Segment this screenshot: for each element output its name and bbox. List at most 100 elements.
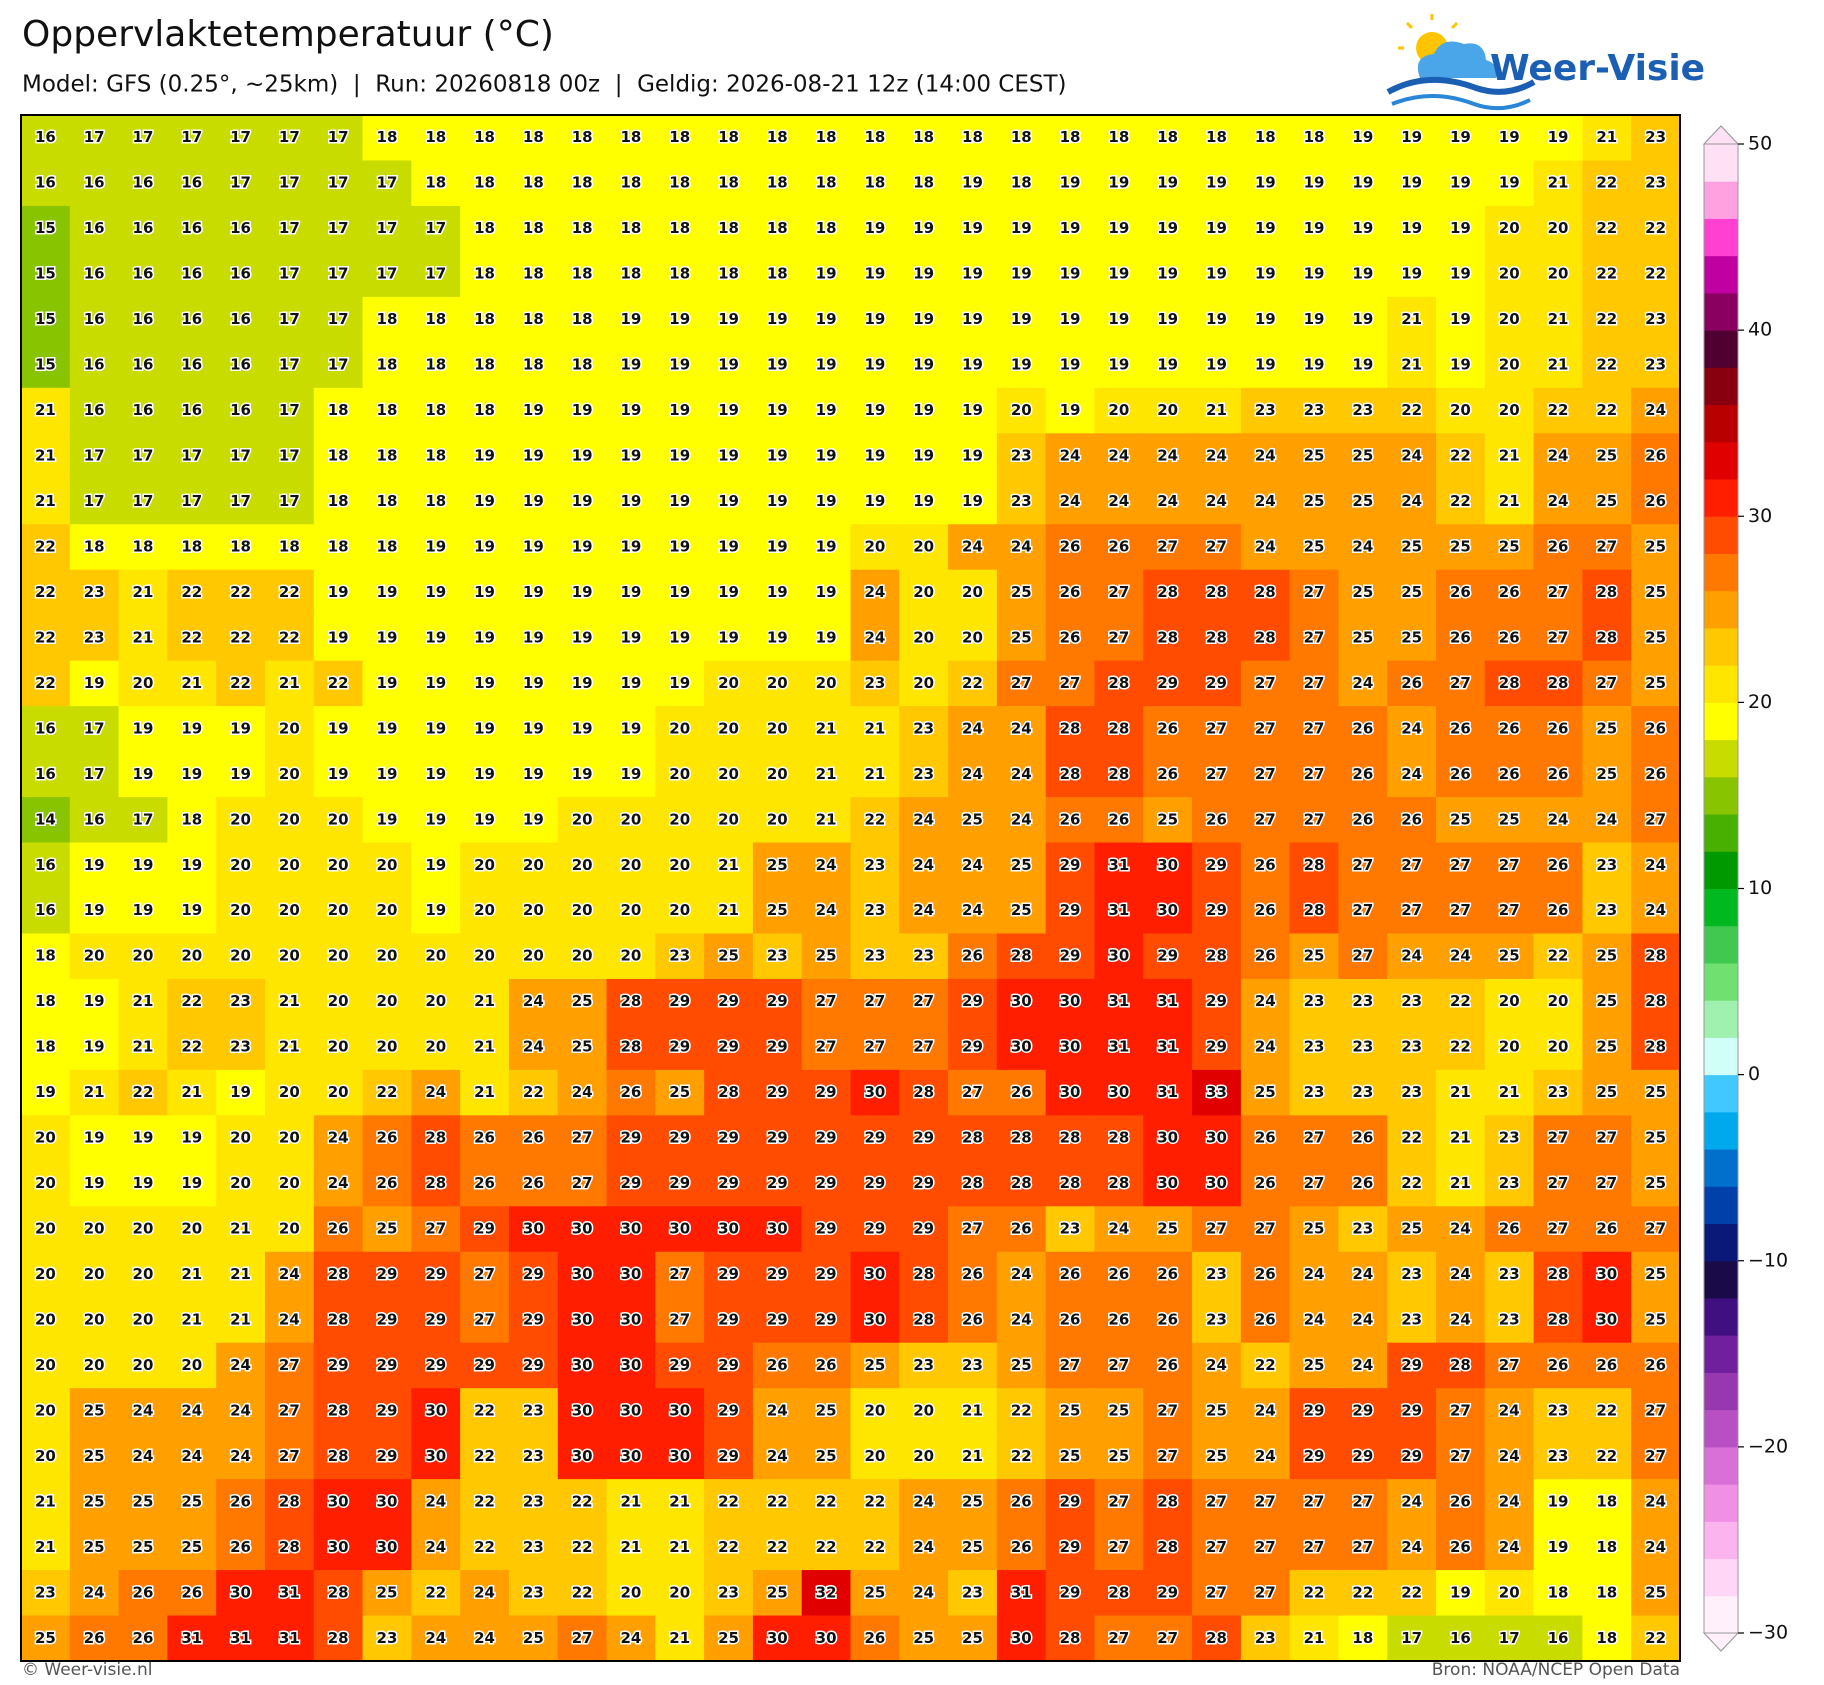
temperature-cell	[801, 387, 852, 434]
temperature-label: 17	[181, 492, 202, 510]
temperature-cell	[752, 842, 803, 889]
temperature-label: 24	[1011, 719, 1032, 737]
temperature-label: 25	[84, 1401, 105, 1419]
temperature-label: 17	[279, 447, 300, 465]
temperature-label: 23	[230, 1038, 251, 1056]
temperature-label: 25	[718, 947, 739, 965]
temperature-label: 29	[1401, 1447, 1422, 1465]
temperature-cell	[1143, 1115, 1193, 1162]
temperature-cell	[1533, 1479, 1584, 1526]
temperature-label: 18	[377, 537, 398, 555]
temperature-label: 20	[230, 947, 251, 965]
temperature-label: 23	[1304, 401, 1325, 419]
temperature-cell	[557, 1115, 608, 1162]
temperature-cell	[899, 842, 949, 889]
temperature-label: 26	[523, 1129, 544, 1147]
temperature-label: 19	[474, 628, 495, 646]
temperature-cell	[21, 433, 71, 480]
temperature-cell	[606, 524, 656, 571]
temperature-label: 19	[1401, 128, 1422, 146]
colorbar-band	[1704, 590, 1738, 629]
temperature-label: 18	[1548, 1583, 1569, 1601]
temperature-label: 16	[181, 356, 202, 374]
temperature-cell	[1338, 1479, 1388, 1526]
temperature-label: 18	[425, 356, 446, 374]
temperature-label: 25	[1401, 583, 1422, 601]
temperature-label: 17	[328, 128, 349, 146]
temperature-cell	[1192, 888, 1242, 935]
temperature-label: 24	[1596, 810, 1617, 828]
temperature-label: 27	[1401, 901, 1422, 919]
temperature-label: 30	[1011, 1038, 1032, 1056]
temperature-cell	[508, 115, 559, 162]
temperature-cell	[1240, 888, 1291, 935]
temperature-cell	[118, 160, 168, 207]
temperature-cell	[1533, 1433, 1584, 1480]
temperature-cell	[1631, 1297, 1681, 1344]
temperature-label: 27	[1255, 810, 1276, 828]
temperature-label: 19	[572, 447, 593, 465]
temperature-cell	[1533, 524, 1584, 571]
temperature-cell	[850, 978, 900, 1026]
temperature-cell	[557, 1024, 608, 1071]
temperature-cell	[606, 797, 656, 844]
temperature-cell	[752, 1570, 803, 1617]
temperature-label: 19	[669, 492, 690, 510]
temperature-label: 23	[1401, 1038, 1422, 1056]
temperature-label: 29	[1206, 856, 1227, 874]
temperature-cell	[850, 933, 900, 980]
temperature-cell	[411, 1388, 461, 1435]
temperature-label: 19	[864, 356, 885, 374]
temperature-cell	[996, 205, 1047, 253]
temperature-cell	[655, 933, 705, 980]
temperature-label: 19	[230, 719, 251, 737]
temperature-label: 24	[864, 628, 885, 646]
temperature-cell	[899, 569, 949, 616]
temperature-cell	[167, 387, 217, 434]
temperature-label: 18	[1304, 128, 1325, 146]
temperature-cell	[606, 1160, 656, 1207]
temperature-label: 20	[377, 1038, 398, 1056]
colorbar-tick-label: −30	[1748, 1622, 1788, 1644]
temperature-cell	[801, 978, 852, 1026]
temperature-label: 27	[1499, 901, 1520, 919]
temperature-cell	[216, 1024, 266, 1071]
temperature-label: 27	[816, 1038, 837, 1056]
temperature-label: 24	[1645, 856, 1666, 874]
temperature-label: 24	[1108, 1220, 1129, 1238]
temperature-cell	[1338, 1069, 1388, 1116]
temperature-label: 25	[1645, 628, 1666, 646]
temperature-label: 19	[620, 401, 641, 419]
temperature-label: 18	[620, 265, 641, 283]
temperature-cell	[508, 251, 559, 298]
temperature-cell	[1338, 660, 1388, 707]
temperature-cell	[801, 1342, 852, 1389]
temperature-label: 29	[962, 1038, 983, 1056]
temperature-label: 25	[1645, 1583, 1666, 1601]
temperature-label: 19	[181, 1174, 202, 1192]
temperature-label: 24	[1645, 901, 1666, 919]
temperature-label: 19	[1450, 356, 1471, 374]
temperature-cell	[1289, 751, 1340, 798]
temperature-cell	[996, 1251, 1047, 1298]
temperature-cell	[1094, 978, 1144, 1026]
temperature-cell	[1289, 1251, 1340, 1298]
temperature-label: 26	[1060, 810, 1081, 828]
colorbar-band	[1704, 404, 1738, 443]
temperature-label: 29	[767, 1129, 788, 1147]
temperature-cell	[752, 342, 803, 389]
temperature-cell	[313, 1160, 364, 1207]
temperature-cell	[1192, 1069, 1242, 1116]
temperature-label: 23	[1499, 1265, 1520, 1283]
temperature-cell	[1436, 660, 1486, 707]
temperature-label: 28	[620, 1038, 641, 1056]
temperature-cell	[313, 706, 364, 753]
temperature-label: 24	[1206, 492, 1227, 510]
temperature-cell	[606, 888, 656, 935]
temperature-label: 26	[1596, 1220, 1617, 1238]
temperature-cell	[1387, 478, 1437, 525]
temperature-cell	[216, 1433, 266, 1480]
temperature-label: 19	[962, 492, 983, 510]
temperature-label: 27	[864, 1038, 885, 1056]
temperature-label: 27	[1255, 1220, 1276, 1238]
